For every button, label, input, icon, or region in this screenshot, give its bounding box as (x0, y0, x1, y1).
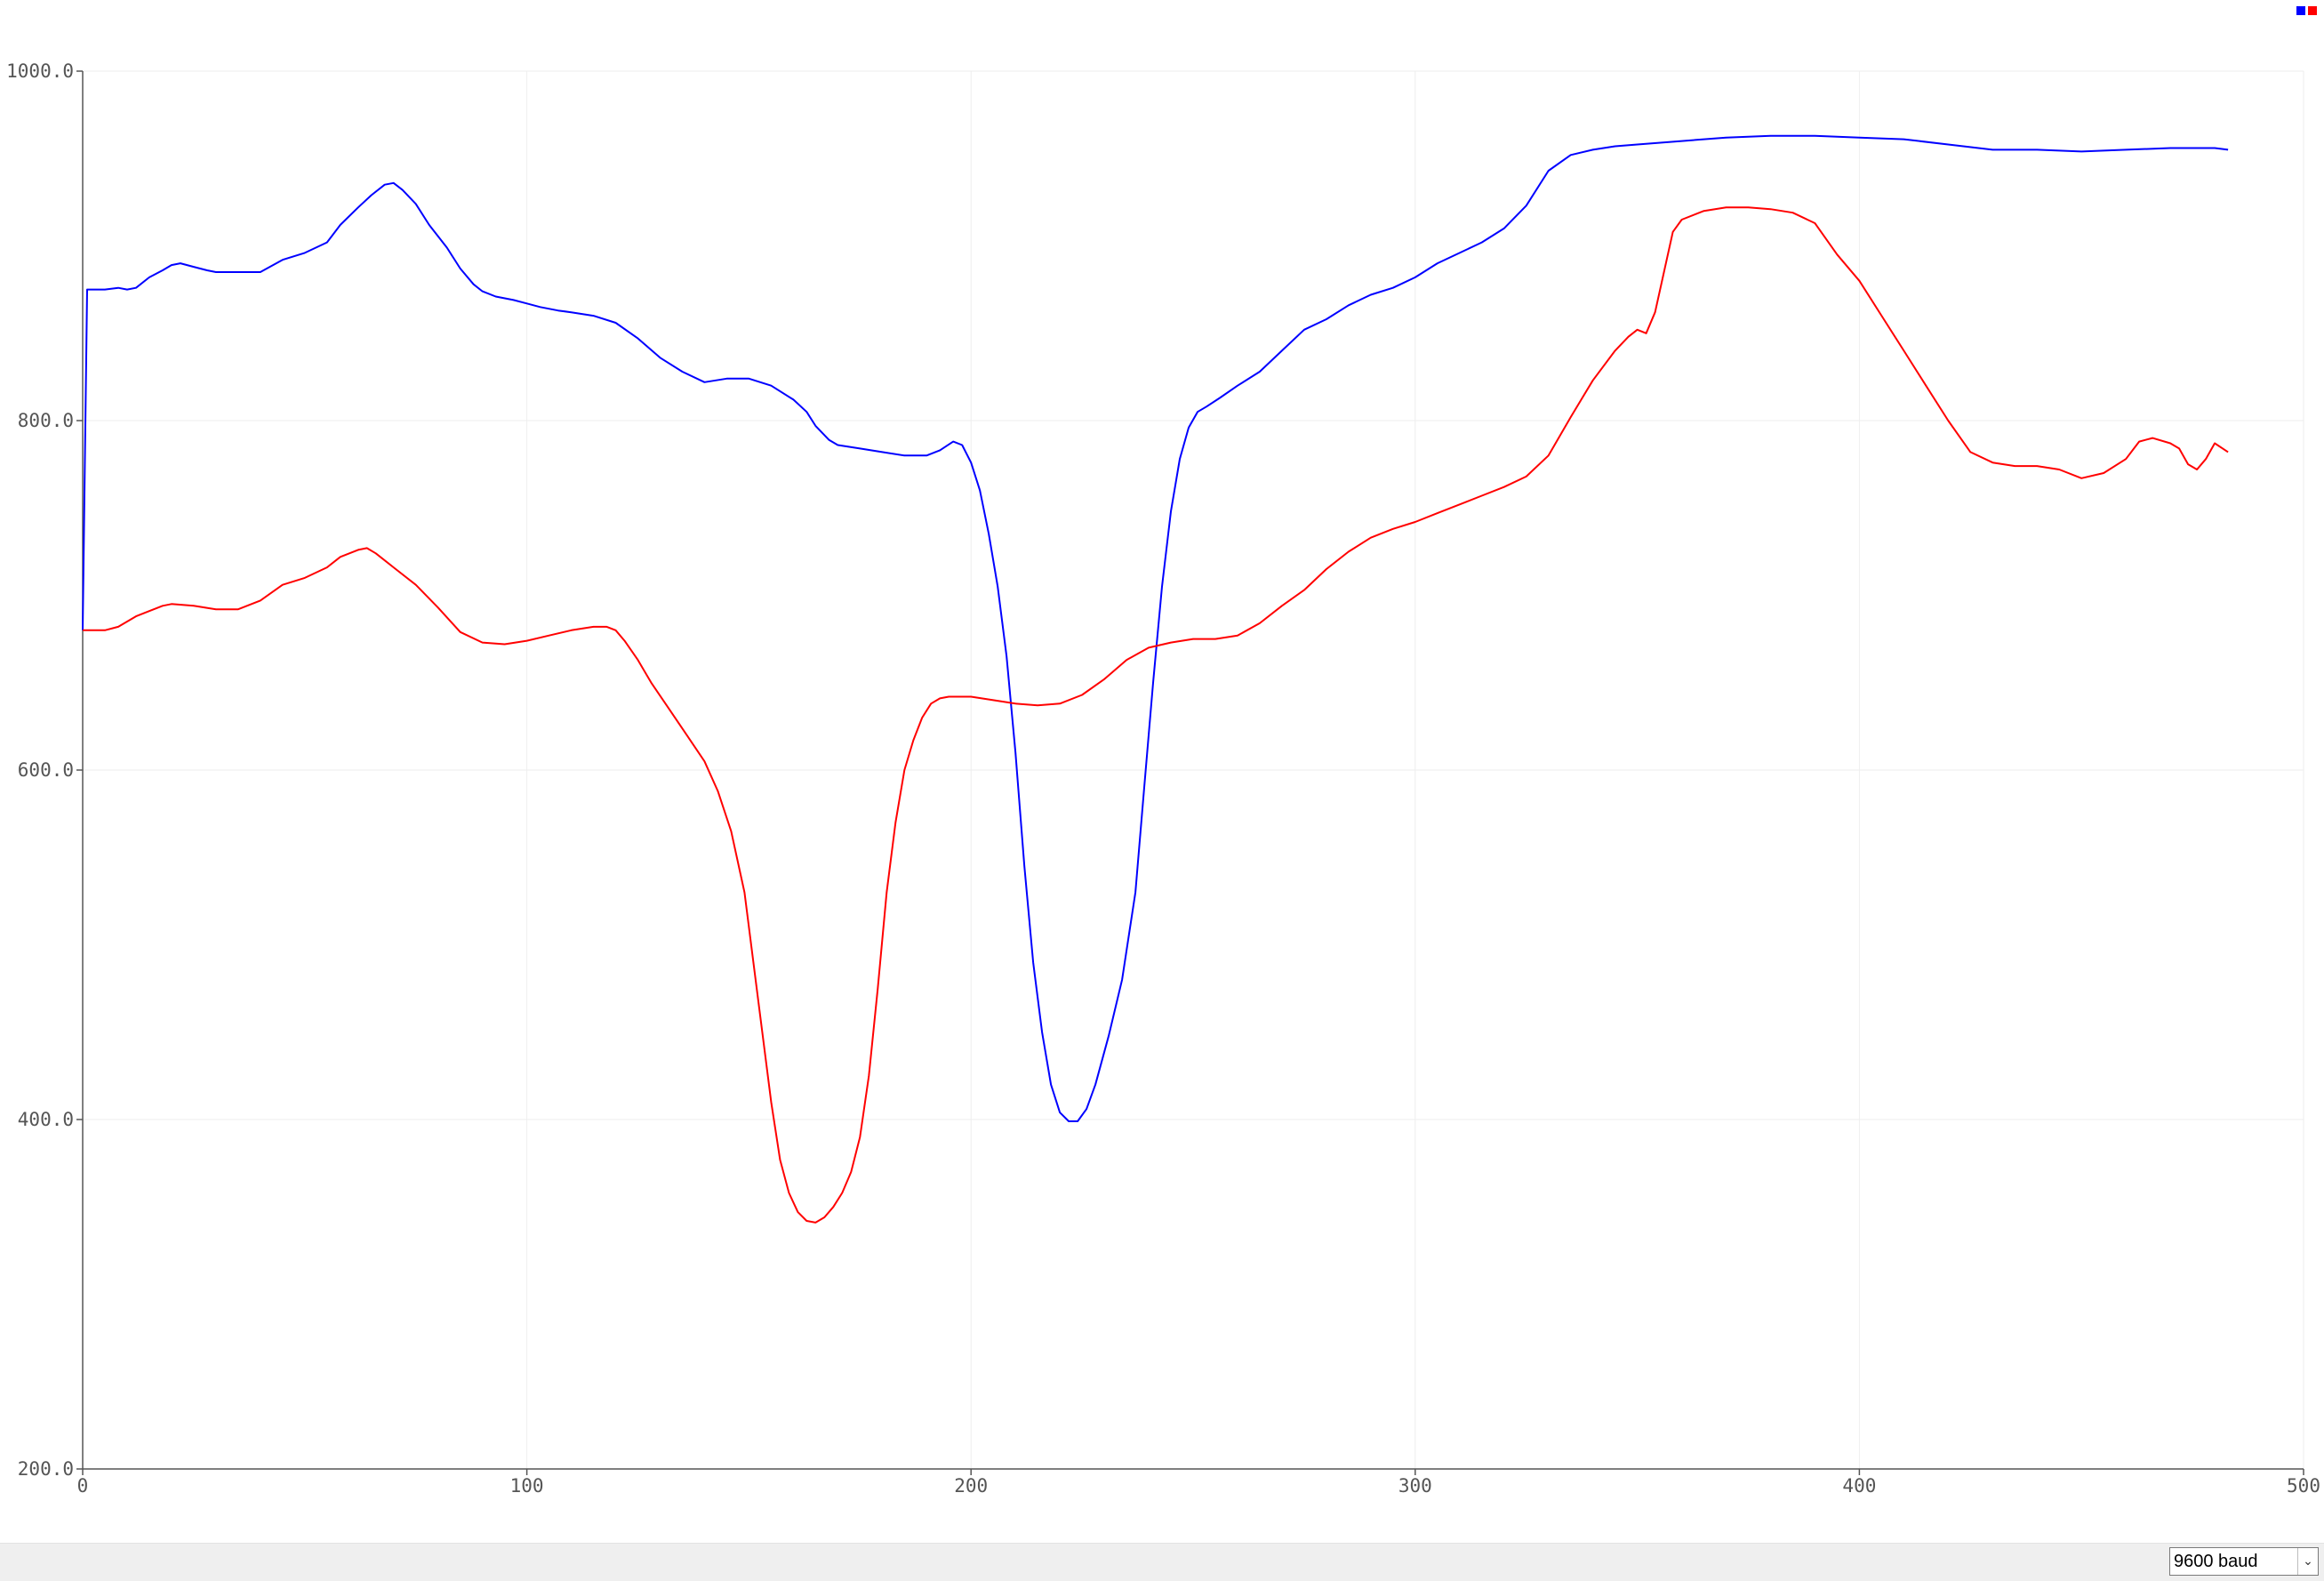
legend-swatch-2 (2308, 6, 2317, 15)
x-tick-label: 500 (2287, 1475, 2320, 1497)
baud-rate-value: 9600 baud (2174, 1551, 2258, 1571)
y-tick-label: 600.0 (18, 759, 74, 781)
legend-swatch-1 (2296, 6, 2305, 15)
series-line-2 (83, 206, 2229, 1224)
series-line-1 (82, 134, 2229, 1122)
y-tick-label: 200.0 (18, 1458, 74, 1480)
x-tick-label: 100 (510, 1475, 544, 1497)
chevron-down-icon[interactable]: ⌄ (2297, 1548, 2318, 1575)
y-tick-label: 1000.0 (6, 60, 74, 82)
y-tick-label: 400.0 (18, 1109, 74, 1130)
axes (76, 70, 2304, 1475)
series-lines (82, 134, 2229, 1224)
x-tick-label: 300 (1398, 1475, 1432, 1497)
legend (2296, 6, 2317, 15)
y-tick-labels: 200.0 400.0 600.0 800.0 1000.0 (6, 60, 74, 1480)
baud-rate-select[interactable]: 9600 baud ⌄ (2169, 1547, 2319, 1576)
grid-lines (83, 70, 2304, 1469)
x-tick-label: 400 (1842, 1475, 1876, 1497)
y-tick-label: 800.0 (18, 410, 74, 431)
serial-plotter-chart: 200.0 400.0 600.0 800.0 1000.0 0 100 200 300 400… (6, 60, 2320, 1497)
bottom-toolbar: 9600 baud ⌄ (0, 1543, 2324, 1581)
x-tick-labels: 0 100 200 300 400 500 (77, 1475, 2320, 1497)
x-tick-label: 0 (77, 1475, 89, 1497)
x-tick-label: 200 (954, 1475, 988, 1497)
